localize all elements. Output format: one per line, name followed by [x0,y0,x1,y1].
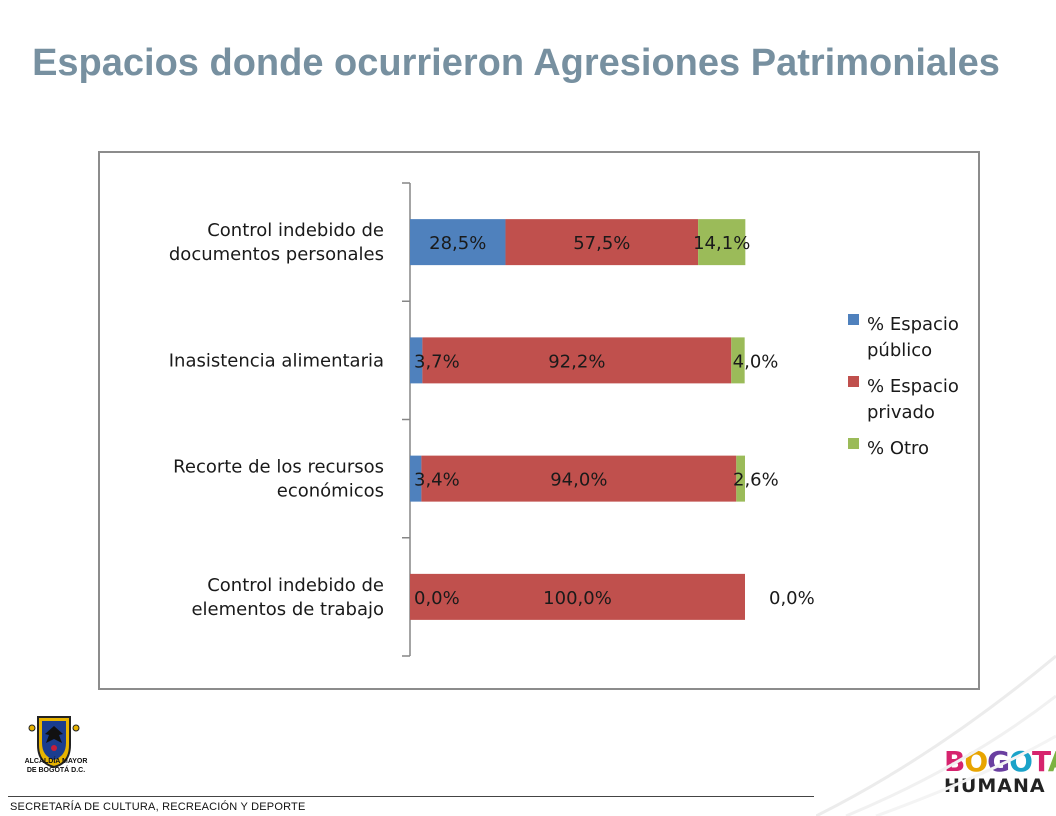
brand-line2: HUMANA [944,775,1046,797]
bar-segment [410,573,745,620]
legend-swatch [848,438,859,449]
chart-area: Control indebido de documentos personales… [98,151,980,690]
legend-label: % Espacio [867,376,959,397]
category-label: económicos [277,481,384,502]
data-label: 92,2% [548,351,605,372]
data-label: 4,0% [733,351,779,372]
data-label: 3,4% [414,470,460,491]
legend-label: % Espacio [867,314,959,335]
bar-segment [698,219,746,266]
category-label: Recorte de los recursos [173,457,384,478]
data-label: 3,7% [414,351,460,372]
decorative-swoosh [816,654,1056,816]
footer-divider [8,796,814,797]
bar-segment [422,337,732,384]
data-label: 2,6% [733,470,779,491]
category-label: documentos personales [169,244,384,265]
bar-segment [505,219,699,266]
bogota-coat-of-arms-logo [28,716,80,769]
category-label: Inasistencia alimentaria [169,350,384,371]
brand-letter: Á [1048,745,1056,778]
brand-line1: BOGOTÁ [944,745,1056,778]
brand-letter: O [1009,745,1033,778]
legend-label: privado [867,402,935,423]
bar-segment [421,455,737,502]
legend-swatch [848,376,859,387]
footer-text: SECRETARÍA DE CULTURA, RECREACIÓN Y DEPO… [10,801,306,813]
data-label: 57,5% [573,233,630,254]
brand-letter: T [1031,745,1049,778]
chart-title: Espacios donde ocurrieron Agresiones Pat… [32,42,1000,84]
legend-label: público [867,340,932,361]
bar-segment [731,337,745,384]
data-label: 100,0% [543,588,612,609]
category-label: Control indebido de [207,575,384,596]
legend-swatch [848,314,859,325]
stacked-bar-chart: Control indebido de documentos personales… [169,182,959,657]
category-label: elementos de trabajo [191,599,384,620]
alcaldia-caption: ALCALDÍA MAYOR DE BOGOTÁ D.C. [24,758,88,774]
data-label: 14,1% [693,233,750,254]
data-label: 94,0% [550,470,607,491]
bar-segment [410,455,422,502]
bar-segment [410,219,506,266]
legend-label: % Otro [867,438,929,459]
bar-segment [410,337,423,384]
data-label: 0,0% [769,588,815,609]
category-label: Control indebido de [207,220,384,241]
data-label: 0,0% [414,588,460,609]
bogota-humana-logo: BOGOTÁ HUMANA [944,745,1056,802]
bar-segment [736,455,745,502]
data-label: 28,5% [429,233,486,254]
